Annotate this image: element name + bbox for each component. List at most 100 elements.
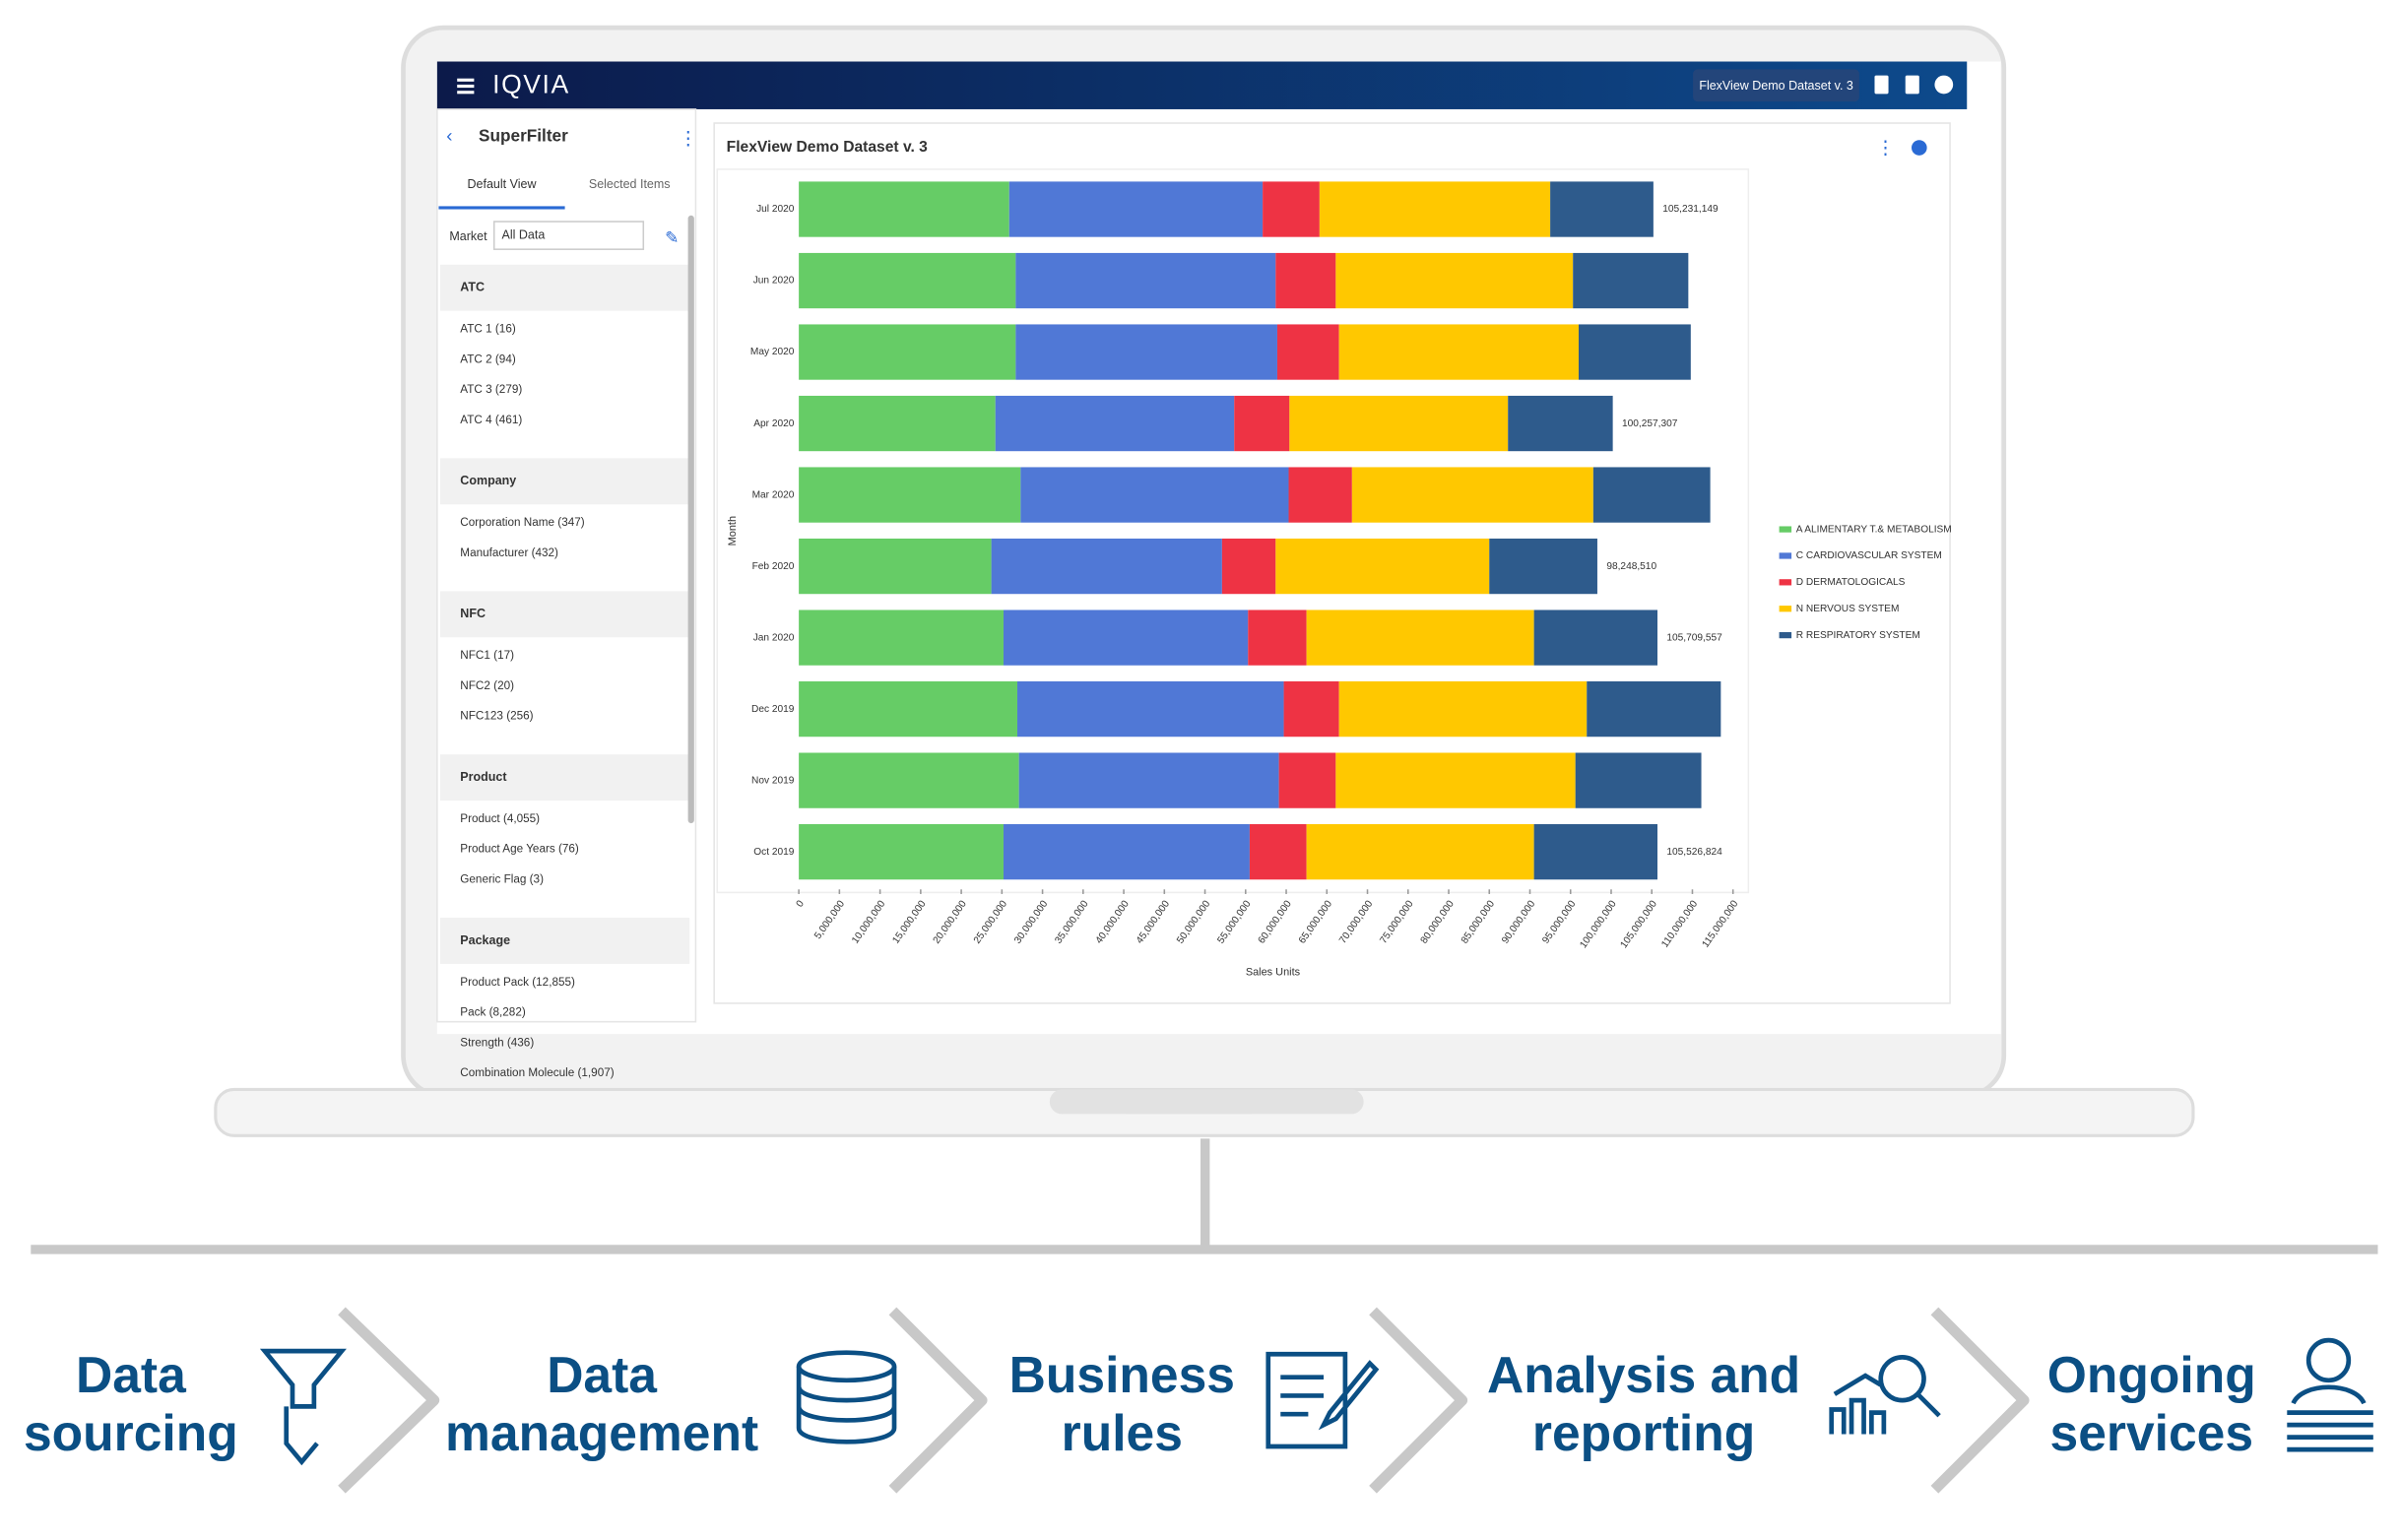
bar-segment — [1008, 181, 1264, 237]
total-label: 105,231,149 — [1662, 204, 1719, 215]
legend-swatch — [1779, 606, 1792, 612]
bar-segment — [1335, 752, 1576, 808]
step-label: Ongoing — [2047, 1346, 2256, 1403]
group-header — [440, 591, 690, 638]
y-tick-label: Nov 2019 — [751, 775, 795, 786]
bar-segment — [1275, 252, 1336, 309]
chart-menu[interactable]: ⋮ — [1876, 138, 1895, 159]
filter-item[interactable]: ATC 1 (16) — [460, 323, 516, 336]
bar-segment — [1533, 610, 1657, 666]
filter-item[interactable]: NFC1 (17) — [460, 649, 514, 662]
bar-segment — [1289, 395, 1509, 452]
filter-item[interactable]: Strength (436) — [460, 1036, 534, 1049]
bar-segment — [799, 395, 996, 452]
group-header — [440, 918, 690, 964]
funnel-icon — [259, 1348, 347, 1466]
analysis-icon — [1915, 1392, 1941, 1418]
group-name: NFC — [460, 607, 486, 620]
tab[interactable]: Selected Items — [589, 177, 671, 191]
bar-segment — [799, 680, 1018, 738]
filter-item[interactable]: Combination Molecule (1,907) — [460, 1066, 614, 1079]
bar-segment — [1003, 824, 1250, 880]
step-label: management — [445, 1404, 758, 1461]
y-tick-label: May 2020 — [750, 347, 795, 357]
filter-item[interactable]: Product Pack (12,855) — [460, 976, 575, 989]
y-tick-label: Dec 2019 — [751, 704, 795, 715]
legend-label: A ALIMENTARY T.& METABOLISM — [1796, 524, 1952, 535]
clipboard-icon[interactable] — [1905, 75, 1919, 95]
market-select[interactable] — [492, 221, 645, 250]
back-icon[interactable]: ‹ — [446, 125, 452, 146]
dataset-menu[interactable] — [1693, 69, 1859, 102]
filter-item[interactable]: ATC 3 (279) — [460, 383, 522, 396]
y-tick-label: Oct 2019 — [753, 847, 795, 858]
filter-item[interactable]: Pack (8,282) — [460, 1006, 526, 1019]
menu-icon[interactable] — [457, 78, 475, 95]
bar-segment — [799, 538, 992, 595]
step-label: rules — [1062, 1404, 1183, 1461]
group-name: Package — [460, 933, 510, 947]
tab[interactable]: Default View — [468, 177, 538, 191]
bar-segment — [1508, 395, 1613, 452]
step-label: Data — [76, 1346, 186, 1403]
y-tick-label: Feb 2020 — [752, 561, 795, 572]
bar-segment — [1278, 752, 1336, 808]
bar-segment — [1351, 467, 1593, 523]
legend-label: D DERMATOLOGICALS — [1796, 577, 1906, 588]
group-header — [440, 264, 690, 311]
filter-item[interactable]: Corporation Name (347) — [460, 516, 584, 529]
y-axis-label: Month — [727, 516, 739, 545]
bar-segment — [1550, 181, 1654, 237]
bar-segment — [1017, 680, 1284, 738]
bar-segment — [1283, 680, 1339, 738]
user-icon[interactable] — [1934, 75, 1954, 95]
bar-segment — [1221, 538, 1276, 595]
bar-segment — [799, 252, 1016, 309]
filter-item[interactable]: Product Age Years (76) — [460, 843, 579, 856]
bar-segment — [1249, 824, 1307, 880]
bar-segment — [1489, 538, 1597, 595]
bar-segment — [1003, 610, 1249, 666]
filter-item[interactable]: NFC2 (20) — [460, 679, 514, 692]
bar-segment — [1020, 467, 1289, 523]
legend-label: R RESPIRATORY SYSTEM — [1796, 630, 1920, 641]
more-icon[interactable]: ⋮ — [679, 128, 697, 149]
bar-segment — [991, 538, 1222, 595]
sidebar-title: SuperFilter — [479, 126, 568, 146]
bar-segment — [1575, 752, 1702, 808]
edit-icon[interactable]: ✎ — [665, 227, 679, 247]
market-value: All Data — [502, 227, 546, 241]
filter-item[interactable]: NFC123 (256) — [460, 710, 533, 723]
bar-segment — [1578, 324, 1691, 380]
legend-label: N NERVOUS SYSTEM — [1796, 604, 1900, 614]
filter-item[interactable]: ATC 2 (94) — [460, 353, 516, 365]
bar-segment — [799, 610, 1004, 666]
bar-segment — [1015, 252, 1276, 309]
bar-segment — [1533, 824, 1657, 880]
bar-segment — [995, 395, 1235, 452]
step-label: Data — [547, 1346, 657, 1403]
filter-item[interactable]: Product (4,055) — [460, 812, 540, 825]
group-name: ATC — [460, 281, 485, 294]
legend-swatch — [1779, 552, 1792, 559]
step-label: services — [2050, 1404, 2253, 1461]
chevrons — [338, 1307, 2030, 1494]
settings-icon[interactable] — [1911, 140, 1927, 156]
bar-segment — [799, 752, 1019, 808]
filter-item[interactable]: ATC 4 (461) — [460, 414, 522, 426]
filter-item[interactable]: Manufacturer (432) — [460, 546, 558, 559]
export-icon[interactable] — [1874, 75, 1889, 95]
bar-segment — [1276, 324, 1339, 380]
bar-segment — [799, 324, 1016, 380]
bar-segment — [799, 824, 1004, 880]
total-label: 105,709,557 — [1666, 632, 1722, 643]
filter-item[interactable]: Generic Flag (3) — [460, 873, 544, 886]
step-label: sourcing — [24, 1404, 238, 1461]
plot-frame — [716, 168, 1750, 894]
group-name: Company — [460, 474, 516, 487]
x-axis-label: Sales Units — [1246, 967, 1301, 979]
bar-segment — [1306, 610, 1534, 666]
step-icons — [259, 1337, 2373, 1466]
bar-segment — [799, 181, 1009, 237]
